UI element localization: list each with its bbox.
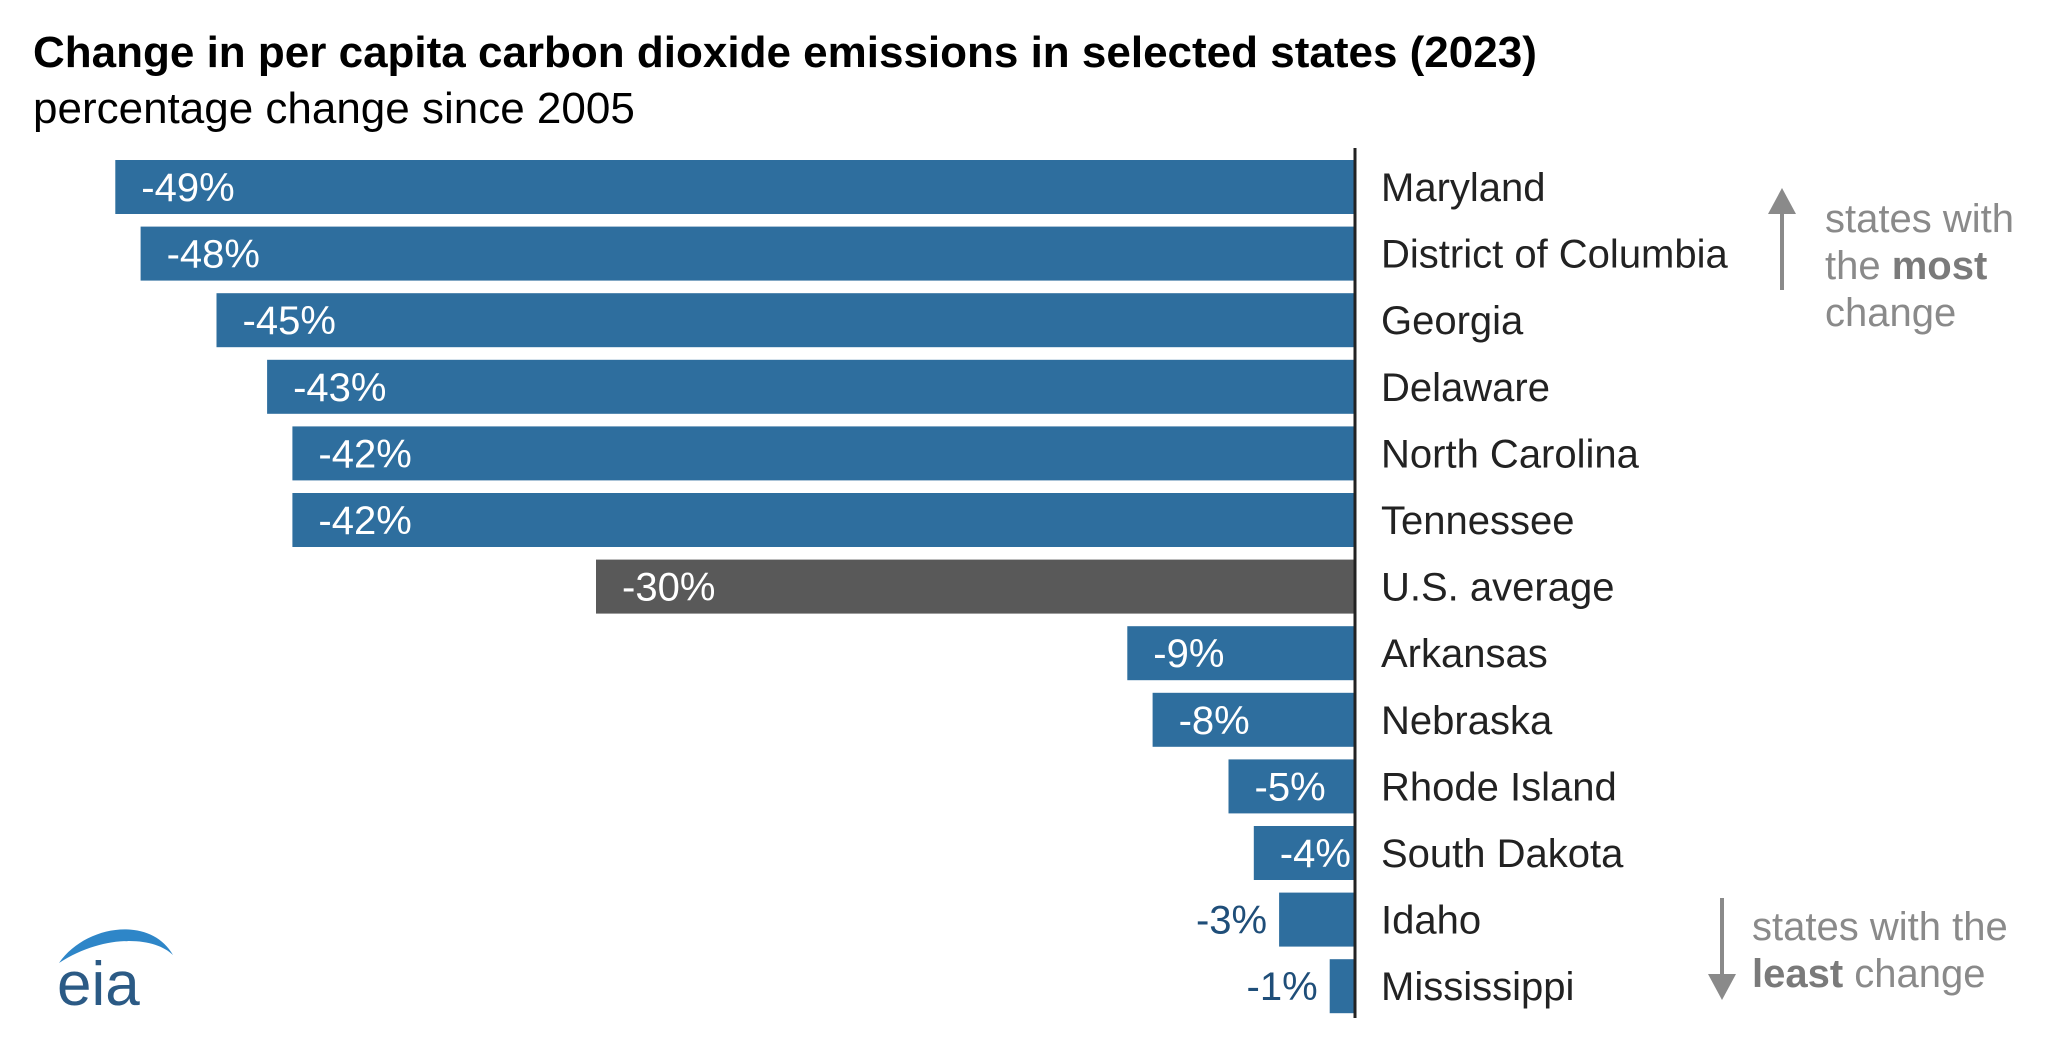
category-label-arkansas: Arkansas bbox=[1381, 632, 1548, 676]
bar-mississippi bbox=[1329, 959, 1355, 1014]
least-change-suffix: change bbox=[1854, 952, 1986, 996]
bar-u-s-average bbox=[596, 559, 1355, 614]
chart-title: Change in per capita carbon dioxide emis… bbox=[33, 28, 1537, 77]
category-label-delaware: Delaware bbox=[1381, 366, 1550, 410]
most-change-suffix: change bbox=[1825, 291, 1957, 335]
least-change-prefix: states with the bbox=[1752, 905, 2008, 949]
category-label-nebraska: Nebraska bbox=[1381, 699, 1553, 743]
value-label-nebraska: -8% bbox=[1179, 699, 1250, 743]
value-label-south-dakota: -4% bbox=[1280, 832, 1351, 876]
bar-georgia bbox=[216, 293, 1355, 348]
category-label-district-of-columbia: District of Columbia bbox=[1381, 233, 1729, 277]
category-label-rhode-island: Rhode Island bbox=[1381, 765, 1617, 809]
value-label-arkansas: -9% bbox=[1153, 632, 1224, 676]
value-label-rhode-island: -5% bbox=[1255, 765, 1326, 809]
category-label-u-s-average: U.S. average bbox=[1381, 566, 1614, 610]
arrow-down-icon bbox=[1708, 898, 1736, 1000]
least-change-annotation: states with the least change bbox=[1752, 904, 2042, 998]
least-change-bold: least bbox=[1752, 952, 1844, 996]
value-label-district-of-columbia: -48% bbox=[167, 233, 260, 277]
category-labels-layer: Maryland District of Columbia Georgia Delaw… bbox=[1381, 166, 1729, 1009]
chart-subtitle: percentage change since 2005 bbox=[33, 84, 635, 133]
bar-maryland bbox=[115, 160, 1355, 214]
most-change-bold: most bbox=[1891, 244, 1988, 288]
category-label-georgia: Georgia bbox=[1381, 299, 1524, 343]
value-labels-layer: -49% -48% -45% -43% -42% -42% -30% -9% -8%-5% -4%… bbox=[141, 166, 1351, 1009]
logo-text: eia bbox=[57, 950, 140, 1010]
value-label-tennessee: -42% bbox=[318, 499, 411, 543]
bar-rhode-island bbox=[1228, 759, 1355, 814]
category-label-tennessee: Tennessee bbox=[1381, 499, 1574, 543]
category-label-south-dakota: South Dakota bbox=[1381, 832, 1624, 876]
bar-nebraska bbox=[1152, 692, 1355, 747]
value-label-mississippi: -1% bbox=[1247, 965, 1318, 1009]
bar-tennessee bbox=[292, 493, 1355, 547]
bar-north-carolina bbox=[292, 426, 1355, 481]
value-label-georgia: -45% bbox=[243, 299, 336, 343]
category-label-idaho: Idaho bbox=[1381, 899, 1481, 943]
eia-logo: eia bbox=[57, 929, 173, 1010]
value-label-maryland: -49% bbox=[141, 166, 234, 210]
category-label-north-carolina: North Carolina bbox=[1381, 432, 1640, 476]
logo-arc-icon bbox=[59, 929, 173, 963]
value-label-idaho: -3% bbox=[1196, 899, 1267, 943]
bar-district-of-columbia bbox=[140, 226, 1356, 281]
value-label-north-carolina: -42% bbox=[318, 432, 411, 476]
value-label-u-s-average: -30% bbox=[622, 566, 715, 610]
bar-idaho bbox=[1279, 892, 1355, 947]
category-label-mississippi: Mississippi bbox=[1381, 965, 1574, 1009]
most-change-annotation: states with the most change bbox=[1825, 196, 2040, 337]
most-change-prefix: states with the bbox=[1825, 197, 2014, 288]
bar-delaware bbox=[267, 359, 1356, 414]
bars-layer bbox=[115, 160, 1356, 1014]
category-label-maryland: Maryland bbox=[1381, 166, 1546, 210]
bar-south-dakota bbox=[1253, 826, 1355, 880]
bar-arkansas bbox=[1127, 626, 1355, 681]
arrow-up-icon bbox=[1768, 188, 1796, 290]
value-label-delaware: -43% bbox=[293, 366, 386, 410]
